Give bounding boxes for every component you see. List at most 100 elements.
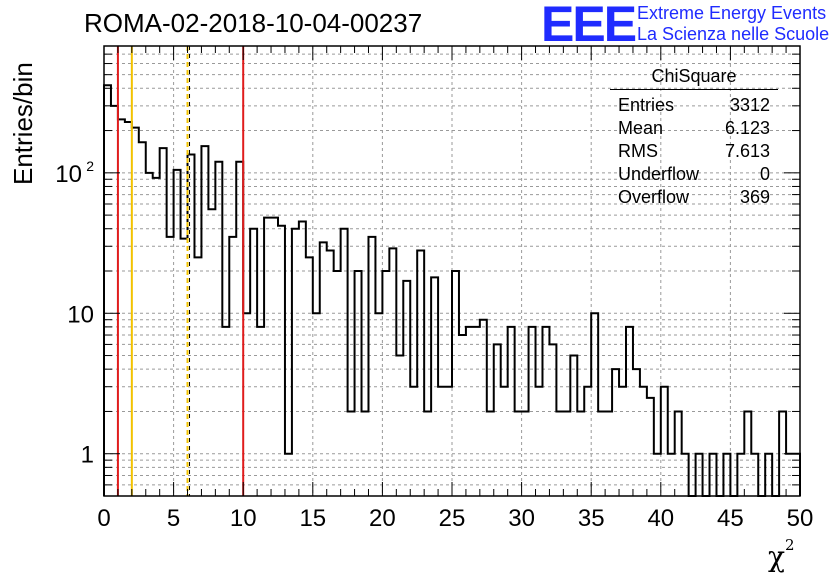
histogram-bin [494, 344, 501, 496]
y-tick-label: 1 [81, 442, 94, 469]
histogram-bin [696, 454, 703, 496]
stats-value: 369 [739, 187, 770, 207]
histogram-bin [431, 277, 438, 496]
histogram-bin [306, 257, 313, 496]
histogram-bin [605, 411, 612, 496]
logo-line-2: La Scienza nelle Scuole [637, 24, 830, 44]
histogram-bin [125, 122, 132, 496]
histogram-bin [111, 106, 118, 496]
histogram-bin [647, 398, 654, 496]
histogram-bin [264, 218, 271, 496]
histogram-bin [424, 411, 431, 496]
eee-logo: EEE [541, 0, 637, 52]
stats-title: ChiSquare [610, 66, 778, 90]
histogram-bin [563, 411, 570, 496]
histogram-bin [355, 271, 362, 496]
x-tick-label: 35 [578, 505, 605, 532]
histogram-bin [160, 148, 167, 496]
histogram-bin [417, 250, 424, 496]
histogram-bin [341, 229, 348, 496]
x-tick-label: 25 [439, 505, 466, 532]
histogram-bin [285, 454, 292, 496]
stats-value: 7.613 [724, 141, 770, 161]
histogram-bin [598, 411, 605, 496]
histogram-bin [591, 313, 598, 496]
histogram-bin [208, 209, 215, 496]
histogram-bin [271, 218, 278, 496]
x-axis-label-superscript: 2 [784, 536, 795, 554]
histogram-bin [375, 313, 382, 496]
histogram-bin [250, 229, 257, 496]
histogram-bin [292, 229, 299, 496]
histogram-bin [229, 237, 236, 496]
histogram-bin [501, 387, 508, 496]
histogram-bin [278, 226, 285, 496]
stats-row: Entries 3312 [610, 94, 778, 117]
y-axis-label: Entries/bin [8, 62, 38, 185]
histogram-bin [334, 271, 341, 496]
stats-label: Mean [618, 118, 664, 138]
histogram-bin [522, 411, 529, 496]
histogram-bin [194, 257, 201, 496]
histogram-bin [466, 327, 473, 496]
histogram-outline [103, 84, 801, 497]
stats-row: RMS 7.613 [610, 140, 778, 163]
histogram-bin [570, 356, 577, 496]
histogram-bin [410, 387, 417, 496]
stats-label: RMS [618, 141, 658, 161]
histogram-bin [682, 454, 689, 496]
chart-title: ROMA-02-2018-10-04-00237 [84, 8, 423, 38]
histogram-bin [668, 454, 675, 496]
histogram-bin [508, 327, 515, 496]
histogram-bin [243, 313, 250, 496]
histogram-bin [445, 387, 452, 496]
histogram-bin [313, 313, 320, 496]
histogram-bin [654, 454, 661, 496]
histogram-bin [167, 237, 174, 496]
histogram-bin [403, 281, 410, 496]
histogram-bin [584, 387, 591, 496]
histogram-bin [222, 327, 229, 496]
histogram-bin [139, 142, 146, 496]
x-tick-label: 0 [97, 505, 110, 532]
x-tick-label: 20 [369, 505, 396, 532]
histogram-bin [473, 327, 480, 496]
histogram-bin [215, 162, 222, 496]
stats-row: Underflow 0 [610, 163, 778, 186]
vertical-markers-layer [116, 46, 245, 496]
histogram-bin [661, 387, 668, 496]
stats-label: Underflow [618, 164, 700, 184]
histogram-bin [382, 271, 389, 496]
histogram-bin [612, 369, 619, 496]
x-tick-label: 30 [508, 505, 535, 532]
histogram-bin [640, 387, 647, 496]
histogram-bin [633, 369, 640, 496]
histogram-bin [480, 320, 487, 496]
histogram-bin [153, 178, 160, 496]
stats-row: Mean 6.123 [610, 117, 778, 140]
histogram-bin [723, 454, 730, 496]
x-axis-label-text: χ [768, 540, 785, 573]
y-tick-label: 10 [67, 301, 94, 328]
histogram-bin [132, 128, 139, 496]
histogram-bin [188, 155, 195, 496]
logo-line-1: Extreme Energy Events [637, 3, 827, 23]
histogram-bin [181, 239, 188, 496]
histogram-bin [396, 356, 403, 496]
histogram-bin [327, 250, 334, 496]
histogram-bin [452, 271, 459, 496]
histogram-bin [320, 242, 327, 496]
histogram-bin [765, 454, 772, 496]
histogram-bin [549, 344, 556, 496]
x-tick-label: 10 [230, 505, 257, 532]
histogram-bin [201, 146, 208, 496]
x-tick-label: 15 [299, 505, 326, 532]
y-tick-label: 10 [55, 161, 82, 188]
histogram-bin [786, 454, 793, 496]
histogram-bin [368, 237, 375, 496]
histogram-bin [536, 387, 543, 496]
histogram-bin [626, 327, 633, 496]
histogram-bin [146, 173, 153, 496]
